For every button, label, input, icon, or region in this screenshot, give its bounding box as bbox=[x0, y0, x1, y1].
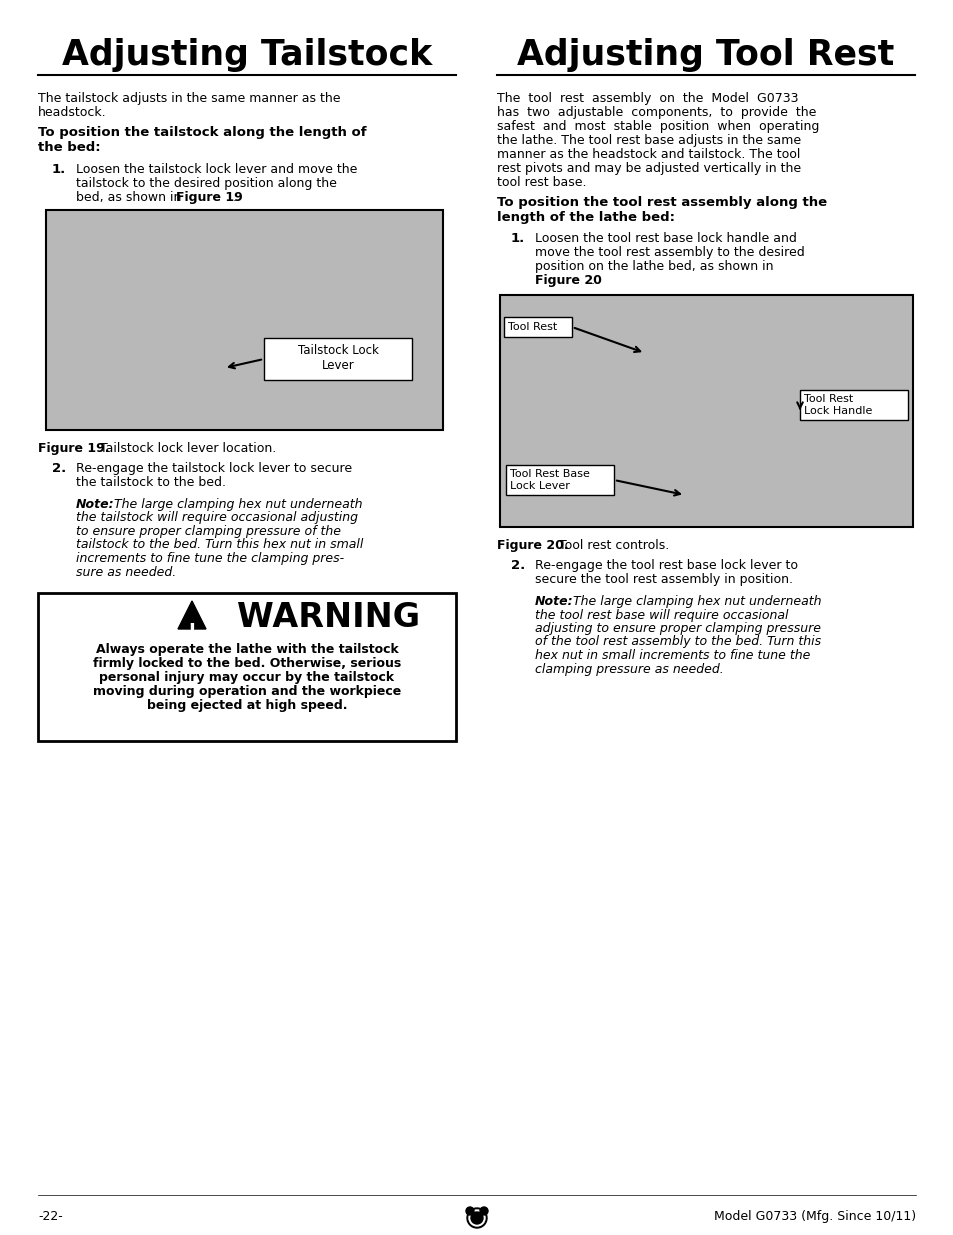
Text: rest pivots and may be adjusted vertically in the: rest pivots and may be adjusted vertical… bbox=[497, 162, 801, 175]
Text: The tailstock adjusts in the same manner as the: The tailstock adjusts in the same manner… bbox=[38, 91, 340, 105]
Text: -22-: -22- bbox=[38, 1210, 63, 1223]
Text: The large clamping hex nut underneath: The large clamping hex nut underneath bbox=[568, 595, 821, 608]
Text: Tailstock lock lever location.: Tailstock lock lever location. bbox=[96, 442, 276, 454]
Text: Note:: Note: bbox=[76, 498, 114, 511]
Bar bbox=[46, 210, 442, 430]
Text: tool rest base.: tool rest base. bbox=[497, 177, 586, 189]
Bar bbox=[264, 338, 412, 380]
Text: the tool rest base will require occasional: the tool rest base will require occasion… bbox=[535, 609, 788, 621]
Bar bbox=[499, 295, 912, 527]
Circle shape bbox=[469, 1210, 484, 1226]
Text: !: ! bbox=[188, 622, 196, 641]
Text: 2.: 2. bbox=[511, 559, 525, 572]
Text: Adjusting Tailstock: Adjusting Tailstock bbox=[62, 38, 432, 72]
Text: clamping pressure as needed.: clamping pressure as needed. bbox=[535, 662, 723, 676]
Text: The large clamping hex nut underneath: The large clamping hex nut underneath bbox=[110, 498, 362, 511]
Circle shape bbox=[479, 1207, 488, 1215]
Text: Figure 19.: Figure 19. bbox=[38, 442, 110, 454]
Text: of the tool rest assembly to the bed. Turn this: of the tool rest assembly to the bed. Tu… bbox=[535, 636, 821, 648]
Text: The  tool  rest  assembly  on  the  Model  G0733: The tool rest assembly on the Model G073… bbox=[497, 91, 798, 105]
Text: Note:: Note: bbox=[535, 595, 573, 608]
Text: Tool Rest: Tool Rest bbox=[507, 322, 557, 332]
Text: Re-engage the tailstock lock lever to secure: Re-engage the tailstock lock lever to se… bbox=[76, 462, 352, 475]
Text: .: . bbox=[233, 191, 236, 204]
Text: length of the lathe bed:: length of the lathe bed: bbox=[497, 211, 675, 224]
Text: 2.: 2. bbox=[52, 462, 66, 475]
Text: tailstock to the bed. Turn this hex nut in small: tailstock to the bed. Turn this hex nut … bbox=[76, 538, 363, 552]
Text: Tool Rest Base
Lock Lever: Tool Rest Base Lock Lever bbox=[510, 469, 589, 490]
Circle shape bbox=[471, 1212, 482, 1224]
Text: the bed:: the bed: bbox=[38, 141, 100, 154]
Text: the tailstock to the bed.: the tailstock to the bed. bbox=[76, 475, 226, 489]
Text: to ensure proper clamping pressure of the: to ensure proper clamping pressure of th… bbox=[76, 525, 340, 538]
Text: Figure 19: Figure 19 bbox=[175, 191, 242, 204]
Text: Re-engage the tool rest base lock lever to: Re-engage the tool rest base lock lever … bbox=[535, 559, 797, 572]
Text: Tool rest controls.: Tool rest controls. bbox=[555, 538, 669, 552]
Text: increments to fine tune the clamping pres-: increments to fine tune the clamping pre… bbox=[76, 552, 344, 564]
Text: safest  and  most  stable  position  when  operating: safest and most stable position when ope… bbox=[497, 120, 819, 133]
Text: Tailstock Lock
Lever: Tailstock Lock Lever bbox=[297, 345, 378, 372]
Text: bed, as shown in: bed, as shown in bbox=[76, 191, 185, 204]
Text: the lathe. The tool rest base adjusts in the same: the lathe. The tool rest base adjusts in… bbox=[497, 135, 801, 147]
Text: has  two  adjustable  components,  to  provide  the: has two adjustable components, to provid… bbox=[497, 106, 816, 119]
Text: headstock.: headstock. bbox=[38, 106, 107, 119]
Text: hex nut in small increments to fine tune the: hex nut in small increments to fine tune… bbox=[535, 650, 809, 662]
Text: Loosen the tailstock lock lever and move the: Loosen the tailstock lock lever and move… bbox=[76, 163, 357, 177]
Text: WARNING: WARNING bbox=[236, 601, 419, 634]
Text: manner as the headstock and tailstock. The tool: manner as the headstock and tailstock. T… bbox=[497, 148, 800, 161]
Text: Adjusting Tool Rest: Adjusting Tool Rest bbox=[517, 38, 894, 72]
Text: personal injury may occur by the tailstock: personal injury may occur by the tailsto… bbox=[99, 671, 395, 684]
Text: being ejected at high speed.: being ejected at high speed. bbox=[147, 699, 347, 713]
Text: Model G0733 (Mfg. Since 10/11): Model G0733 (Mfg. Since 10/11) bbox=[713, 1210, 915, 1223]
Circle shape bbox=[465, 1207, 474, 1215]
Text: To position the tailstock along the length of: To position the tailstock along the leng… bbox=[38, 126, 366, 140]
Text: tailstock to the desired position along the: tailstock to the desired position along … bbox=[76, 177, 336, 190]
Text: Loosen the tool rest base lock handle and: Loosen the tool rest base lock handle an… bbox=[535, 232, 796, 245]
Polygon shape bbox=[178, 601, 206, 629]
Text: 1.: 1. bbox=[52, 163, 66, 177]
Text: firmly locked to the bed. Otherwise, serious: firmly locked to the bed. Otherwise, ser… bbox=[92, 657, 400, 671]
Bar bbox=[505, 466, 614, 495]
Bar bbox=[38, 593, 456, 741]
Text: position on the lathe bed, as shown in: position on the lathe bed, as shown in bbox=[535, 261, 773, 273]
Circle shape bbox=[467, 1208, 486, 1228]
Text: the tailstock will require occasional adjusting: the tailstock will require occasional ad… bbox=[76, 511, 357, 525]
Text: move the tool rest assembly to the desired: move the tool rest assembly to the desir… bbox=[535, 246, 804, 259]
Text: To position the tool rest assembly along the: To position the tool rest assembly along… bbox=[497, 196, 826, 209]
Text: Always operate the lathe with the tailstock: Always operate the lathe with the tailst… bbox=[95, 643, 398, 656]
Text: 1.: 1. bbox=[511, 232, 525, 245]
Bar bbox=[800, 390, 907, 420]
Text: adjusting to ensure proper clamping pressure: adjusting to ensure proper clamping pres… bbox=[535, 622, 821, 635]
Text: Figure 20.: Figure 20. bbox=[497, 538, 568, 552]
Text: secure the tool rest assembly in position.: secure the tool rest assembly in positio… bbox=[535, 573, 792, 585]
Bar bbox=[503, 317, 572, 337]
Text: Figure 20: Figure 20 bbox=[535, 274, 601, 287]
Text: sure as needed.: sure as needed. bbox=[76, 566, 176, 578]
Text: .: . bbox=[590, 274, 595, 287]
Text: Tool Rest
Lock Handle: Tool Rest Lock Handle bbox=[803, 394, 871, 416]
Text: moving during operation and the workpiece: moving during operation and the workpiec… bbox=[92, 685, 400, 698]
